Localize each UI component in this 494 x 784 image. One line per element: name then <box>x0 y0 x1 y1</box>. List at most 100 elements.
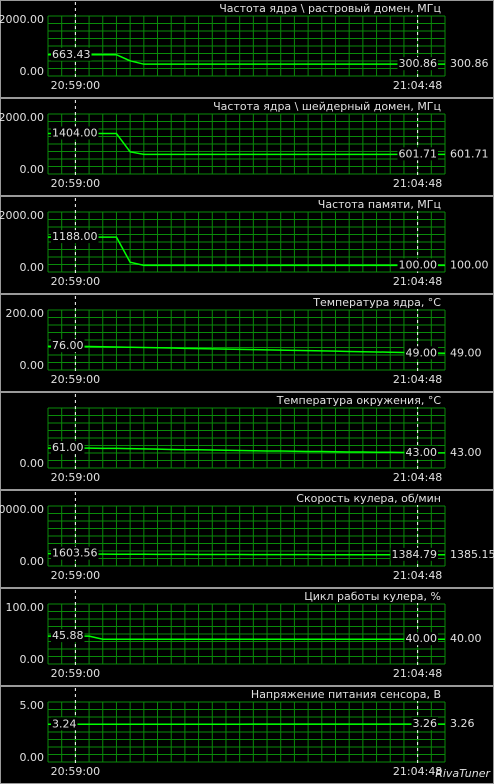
y-tick-label: 0.00 <box>20 555 45 568</box>
label-background <box>51 717 78 731</box>
panel-title: Частота памяти, МГц <box>318 198 441 211</box>
current-value: 40.00 <box>450 632 482 645</box>
panel-title: Частота ядра \ растровый домен, МГц <box>219 2 441 15</box>
y-tick-label: 0.00 <box>20 653 45 666</box>
y-tick-label: 5.00 <box>20 699 45 712</box>
label-background <box>51 47 92 61</box>
y-tick-label: 0.00 <box>20 751 45 764</box>
panel-frame <box>0 392 494 490</box>
y-tick-label: 2000.00 <box>0 111 44 124</box>
y-tick-label: 0.00 <box>20 261 45 274</box>
x-tick-label: 21:04:48 <box>393 471 442 484</box>
value-label: 1404.00 <box>52 126 98 139</box>
x-tick-label: 20:59:00 <box>51 765 100 778</box>
label-background <box>51 441 85 455</box>
label-background <box>404 346 438 360</box>
value-label: 100.00 <box>399 258 438 271</box>
y-tick-label: 0.00 <box>20 163 45 176</box>
y-tick-label: 2000.00 <box>0 209 44 222</box>
data-line <box>48 552 446 556</box>
x-tick-label: 20:59:00 <box>51 471 100 484</box>
x-tick-label: 21:04:48 <box>393 79 442 92</box>
data-line <box>48 54 445 65</box>
x-tick-label: 21:04:48 <box>393 275 442 288</box>
label-background <box>404 632 438 646</box>
panel: 20:59:00 21:04:48 5.00 0.00 3.24 3.26 3.26 Напр… <box>0 686 494 784</box>
x-tick-label: 20:59:00 <box>51 79 100 92</box>
panel-title: Скорость кулера, об/мин <box>296 492 441 505</box>
y-tick-label: 0.00 <box>20 65 45 78</box>
data-line <box>48 345 446 355</box>
y-tick-label: 0.00 <box>20 457 45 470</box>
label-background <box>397 258 438 272</box>
panel: 20:59:00 21:04:48 10000.00 0.00 1603.56 1384.… <box>0 490 494 588</box>
label-background <box>51 546 99 560</box>
value-label: 663.43 <box>52 48 91 61</box>
panel: 20:59:00 21:04:48 100.00 0.00 45.88 40.00 40.0… <box>0 588 494 686</box>
panel: 20:59:00 21:04:48 2000.00 0.00 1188.00 100.00… <box>0 196 494 294</box>
panel-title: Температура ядра, °С <box>312 296 441 309</box>
x-tick-label: 20:59:00 <box>51 275 100 288</box>
label-background <box>404 445 438 459</box>
panel: 20:59:00 21:04:48 0.00 61.00 43.00 43.00 Темпе… <box>0 392 494 490</box>
value-label: 49.00 <box>406 346 438 359</box>
data-line <box>48 132 445 156</box>
label-background <box>397 57 438 71</box>
current-value: 601.71 <box>450 147 489 160</box>
panel-title: Температура окружения, °С <box>276 394 442 407</box>
data-line <box>48 635 445 640</box>
label-background <box>274 394 443 407</box>
current-value: 3.26 <box>450 717 475 730</box>
current-value: 43.00 <box>450 446 482 459</box>
label-background <box>390 547 438 561</box>
value-label: 40.00 <box>406 632 438 645</box>
panel: 20:59:00 21:04:48 2000.00 0.00 663.43 300.86 3… <box>0 0 494 98</box>
current-value: 100.00 <box>450 258 489 271</box>
label-background <box>311 296 443 309</box>
label-background <box>51 629 85 643</box>
panel-title: Напряжение питания сенсора, В <box>251 688 441 701</box>
y-tick-label: 0.00 <box>20 359 45 372</box>
label-background <box>212 100 442 113</box>
label-background <box>51 126 99 140</box>
value-label: 76.00 <box>52 339 84 352</box>
label-background <box>411 717 438 731</box>
value-label: 1603.56 <box>52 547 98 560</box>
y-tick-label: 2000.00 <box>0 13 44 26</box>
value-label: 1384.79 <box>392 548 438 561</box>
label-background <box>397 147 438 161</box>
value-label: 1188.00 <box>52 230 98 243</box>
logo: RivaTuner <box>435 767 491 780</box>
label-background <box>51 230 99 244</box>
current-value: 1385.15 <box>450 548 494 561</box>
x-tick-label: 20:59:00 <box>51 373 100 386</box>
label-background <box>218 2 442 15</box>
panel: 20:59:00 21:04:48 200.00 0.00 76.00 49.00 49.0… <box>0 294 494 392</box>
label-background <box>303 590 442 603</box>
x-tick-label: 20:59:00 <box>51 569 100 582</box>
label-background <box>295 492 442 505</box>
panel: 20:59:00 21:04:48 2000.00 0.00 1404.00 601.71… <box>0 98 494 196</box>
value-label: 3.24 <box>52 717 77 730</box>
x-tick-label: 21:04:48 <box>393 667 442 680</box>
value-label: 300.86 <box>399 57 438 70</box>
y-tick-label: 200.00 <box>6 307 45 320</box>
y-tick-label: 10000.00 <box>0 503 44 516</box>
x-tick-label: 20:59:00 <box>51 667 100 680</box>
x-tick-label: 20:59:00 <box>51 177 100 190</box>
panel-frame <box>0 98 494 196</box>
label-background <box>51 339 85 353</box>
panel-frame <box>0 196 494 294</box>
data-line <box>48 236 445 267</box>
label-background <box>316 198 442 211</box>
value-label: 43.00 <box>406 446 438 459</box>
value-label: 601.71 <box>399 147 438 160</box>
panel-title: Цикл работы кулера, % <box>304 590 441 603</box>
current-value: 49.00 <box>450 346 482 359</box>
data-line <box>48 447 445 454</box>
x-tick-label: 21:04:48 <box>393 765 442 778</box>
current-value: 300.86 <box>450 57 489 70</box>
value-label: 45.88 <box>52 629 84 642</box>
